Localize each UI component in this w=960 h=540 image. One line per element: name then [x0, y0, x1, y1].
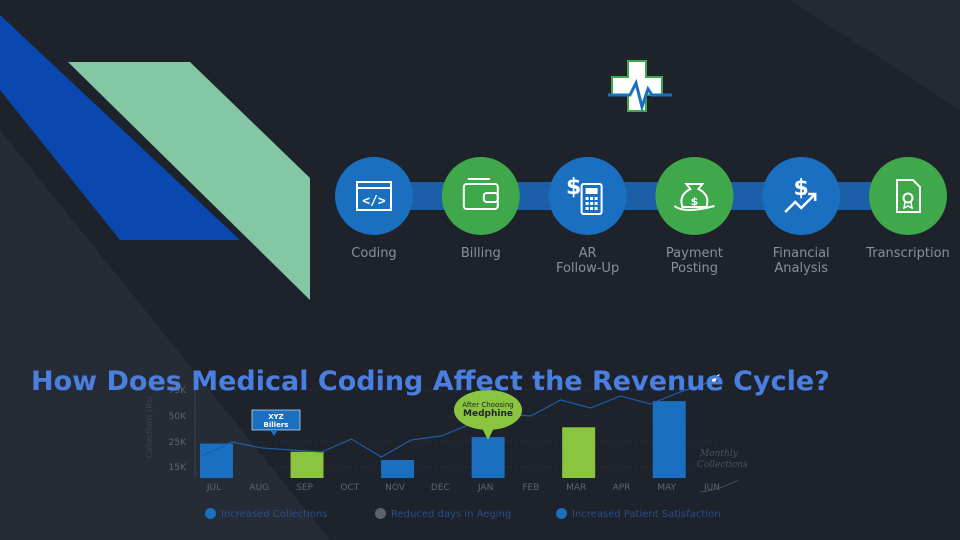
- process-step-3: $: [549, 157, 627, 235]
- process-step-label: Coding: [319, 246, 429, 261]
- process-step-5: $: [762, 157, 840, 235]
- y-tick-label: 15K: [169, 463, 187, 473]
- process-step-label: AR Follow-Up: [533, 246, 643, 276]
- x-tick-label: DEC: [431, 483, 450, 493]
- x-tick-label: AUG: [249, 483, 269, 493]
- process-step-circle: [869, 157, 947, 235]
- x-tick-label: FEB: [522, 483, 539, 493]
- check-circle-icon: [375, 508, 386, 519]
- svg-text:$: $: [566, 175, 581, 200]
- process-step-label: Payment Posting: [639, 246, 749, 276]
- legend-label: Increased Collections: [221, 509, 328, 520]
- process-step-4: $: [655, 157, 733, 235]
- y-tick-label: 25K: [169, 438, 187, 448]
- x-tick-label: NOV: [385, 483, 406, 493]
- medical-cross-heartbeat-icon: [600, 55, 680, 125]
- annotation-line2: Collections: [697, 460, 748, 470]
- process-step-6: [869, 157, 947, 235]
- svg-text:</>: </>: [362, 194, 386, 209]
- check-circle-icon: [205, 508, 216, 519]
- legend-item: Increased Patient Satisfaction: [556, 508, 721, 520]
- svg-text:$: $: [691, 195, 699, 208]
- process-step-2: [442, 157, 520, 235]
- legend-label: Reduced days in Aeging: [391, 509, 511, 520]
- process-step-label: Billing: [426, 246, 536, 261]
- process-step-1: </>: [335, 157, 413, 235]
- x-tick-label: SEP: [296, 483, 313, 493]
- annotation-line1: Monthly: [699, 449, 739, 459]
- process-step-label: Financial Analysis: [746, 246, 856, 276]
- process-step-label: Transcription: [853, 246, 960, 261]
- x-tick-label: JAN: [477, 483, 493, 493]
- bar-nov: [381, 460, 414, 478]
- bg-dark-band-right: [790, 0, 960, 110]
- process-chain: </> $ $ $: [320, 142, 960, 252]
- svg-text:$: $: [794, 176, 809, 201]
- bar-jan: [472, 437, 505, 478]
- x-tick-label: JUL: [206, 483, 221, 493]
- x-tick-label: APR: [613, 483, 631, 493]
- x-tick-label: MAR: [566, 483, 586, 493]
- check-circle-icon: [556, 508, 567, 519]
- page-title: How Does Medical Coding Affect the Reven…: [31, 346, 831, 417]
- legend-item: Reduced days in Aeging: [375, 508, 511, 520]
- process-step-circle: [442, 157, 520, 235]
- x-tick-label: OCT: [340, 483, 359, 493]
- bar-mar: [562, 427, 595, 478]
- legend-item: Increased Collections: [205, 508, 328, 520]
- x-tick-label: MAY: [657, 483, 676, 493]
- callout-before-line2: Billers: [264, 421, 289, 429]
- legend-label: Increased Patient Satisfaction: [572, 509, 721, 520]
- bar-sep: [291, 452, 324, 478]
- process-step-circle: [549, 157, 627, 235]
